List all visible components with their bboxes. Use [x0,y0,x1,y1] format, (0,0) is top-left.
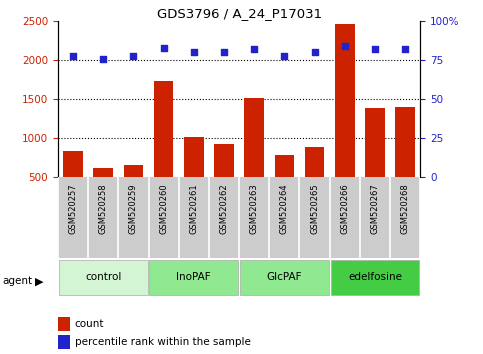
Text: ▶: ▶ [35,276,43,286]
Text: control: control [85,272,121,282]
Bar [149,261,238,295]
Text: GSM520265: GSM520265 [310,183,319,234]
Text: GSM520267: GSM520267 [370,183,380,234]
Point [190,50,198,55]
Bar [124,165,143,216]
Bar [59,261,148,295]
Text: percentile rank within the sample: percentile rank within the sample [75,337,251,347]
Text: GSM520268: GSM520268 [400,183,410,234]
Bar [244,98,264,216]
Point [129,53,137,58]
Title: GDS3796 / A_24_P17031: GDS3796 / A_24_P17031 [156,7,322,20]
Point [401,46,409,52]
Point [341,43,349,49]
Text: edelfosine: edelfosine [348,272,402,282]
Bar [335,24,355,216]
Bar [93,169,113,216]
Text: GSM520263: GSM520263 [250,183,259,234]
Point [371,46,379,52]
Bar [365,108,385,216]
Text: GSM520264: GSM520264 [280,183,289,234]
Text: count: count [75,319,104,329]
Text: GlcPAF: GlcPAF [267,272,302,282]
Point [311,50,318,55]
Text: InoPAF: InoPAF [176,272,211,282]
Bar [395,107,415,216]
Bar [305,147,325,216]
Text: agent: agent [2,276,32,286]
Text: GSM520261: GSM520261 [189,183,199,234]
Point [220,50,228,55]
Point [281,53,288,58]
Bar [63,150,83,216]
Bar [274,155,294,216]
Text: GSM520266: GSM520266 [340,183,349,234]
Bar [154,81,173,216]
Bar [184,137,204,216]
Bar [240,261,329,295]
Text: GSM520262: GSM520262 [219,183,228,234]
Point [160,45,168,51]
Bar [214,144,234,216]
Text: GSM520257: GSM520257 [69,183,78,234]
Text: GSM520259: GSM520259 [129,183,138,234]
Text: GSM520260: GSM520260 [159,183,168,234]
Bar [330,261,419,295]
Point [250,46,258,52]
Point [69,53,77,58]
Text: GSM520258: GSM520258 [99,183,108,234]
Point [99,56,107,62]
